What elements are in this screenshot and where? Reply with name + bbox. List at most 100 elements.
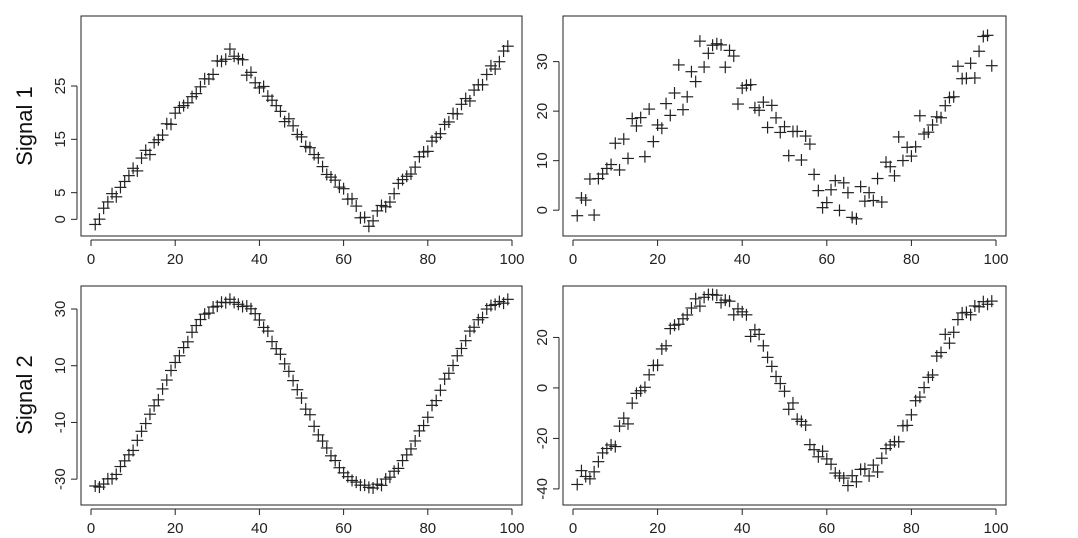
data-point (434, 384, 447, 397)
data-point (939, 99, 952, 112)
data-point (643, 368, 656, 381)
data-point (799, 419, 812, 432)
data-point (693, 35, 706, 48)
data-point (143, 408, 156, 421)
data-point (660, 97, 673, 110)
data-point (253, 314, 266, 327)
data-point (303, 408, 316, 421)
data-point (430, 394, 443, 407)
data-point (731, 98, 744, 111)
data-point (404, 168, 417, 181)
x-tick-label: 60 (818, 251, 835, 268)
row-label-signal-1: Signal 1 (12, 86, 37, 166)
y-tick-label: 10 (534, 152, 551, 169)
data-point (219, 53, 232, 66)
data-point (672, 58, 685, 71)
x-tick-label: 0 (87, 520, 95, 537)
data-point (139, 417, 152, 430)
data-point (274, 348, 287, 361)
data-point (571, 478, 584, 491)
data-point (266, 335, 279, 348)
data-point (118, 454, 131, 467)
data-point (875, 196, 888, 209)
scatter-panel-2: 0 20 40 60 80 100 0 10 20 30 (534, 15, 1009, 268)
data-point (609, 440, 622, 453)
data-point (295, 392, 308, 405)
data-point (626, 397, 639, 410)
data-point (164, 364, 177, 377)
data-point (451, 107, 464, 120)
data-point (350, 200, 363, 213)
data-point (833, 204, 846, 217)
data-point (329, 174, 342, 187)
data-point (913, 109, 926, 122)
data-point (778, 120, 791, 133)
data-point (723, 295, 736, 308)
data-point (689, 292, 702, 305)
data-point (918, 381, 931, 394)
data-point (630, 119, 643, 132)
data-point (152, 393, 165, 406)
x-tick-label: 0 (569, 251, 577, 268)
data-point (493, 55, 506, 68)
data-point (320, 441, 333, 454)
data-point (409, 161, 422, 174)
data-point (863, 186, 876, 199)
data-point (455, 342, 468, 355)
data-point (131, 434, 144, 447)
data-point (501, 40, 514, 53)
data-point (617, 133, 630, 146)
data-point (442, 115, 455, 128)
data-point (765, 360, 778, 373)
x-tick-label: 60 (818, 520, 835, 537)
data-point (476, 311, 489, 324)
data-point (981, 29, 994, 42)
x-tick-label: 20 (649, 251, 666, 268)
x-tick-label: 80 (903, 520, 920, 537)
data-point (480, 68, 493, 81)
plot-frame (80, 285, 523, 506)
data-point (786, 396, 799, 409)
data-point (278, 357, 291, 370)
x-tick-label: 0 (569, 520, 577, 537)
data-point (135, 425, 148, 438)
data-point (693, 300, 706, 313)
data-point (698, 61, 711, 74)
x-tick-label: 100 (983, 251, 1008, 268)
x-tick-label: 40 (734, 251, 751, 268)
data-point (943, 337, 956, 350)
data-point (947, 90, 960, 103)
data-point (867, 194, 880, 207)
data-point (820, 196, 833, 209)
data-point (110, 468, 123, 481)
data-point (808, 443, 821, 456)
data-point (875, 452, 888, 465)
data-point (329, 454, 342, 467)
data-point (850, 475, 863, 488)
x-tick-label: 100 (499, 251, 524, 268)
data-point (647, 135, 660, 148)
data-point (571, 209, 584, 222)
data-point (689, 75, 702, 88)
data-point (753, 328, 766, 341)
data-point (375, 479, 388, 492)
data-point (896, 154, 909, 167)
data-point (312, 151, 325, 164)
data-point (588, 209, 601, 222)
data-point (939, 328, 952, 341)
data-point (287, 374, 300, 387)
data-point (392, 462, 405, 475)
data-point (451, 349, 464, 362)
data-point (442, 367, 455, 380)
data-point (583, 472, 596, 485)
data-point (434, 127, 447, 140)
data-point (621, 417, 634, 430)
data-point (935, 346, 948, 359)
data-point (282, 365, 295, 378)
data-point (964, 57, 977, 70)
data-point (316, 160, 329, 173)
data-point (404, 442, 417, 455)
data-point (782, 149, 795, 162)
data-point (892, 130, 905, 143)
